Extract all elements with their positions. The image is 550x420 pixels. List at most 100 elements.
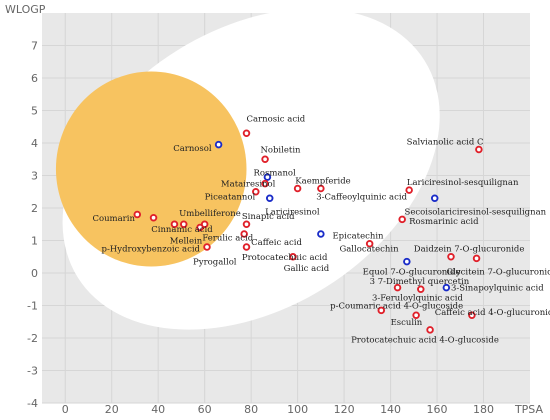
data-point (214, 140, 223, 149)
point-label: Esculin (391, 318, 423, 328)
point-label: Lariciresinol-sesquilignan (407, 178, 519, 188)
x-tick-label: 160 (427, 403, 448, 416)
point-label: 3-Feruloylquinic acid (372, 293, 463, 303)
x-tick-label: 100 (287, 403, 308, 416)
data-point (405, 186, 413, 194)
point-label: Ferulic acid (202, 233, 253, 243)
region-yolk (55, 71, 247, 267)
data-point (289, 252, 297, 261)
y-tick-label: -1 (27, 300, 38, 313)
y-tick-label: 3 (31, 170, 38, 183)
point-labels: Carnosic acid Carnosol Nobiletin Rosmanol Ma… (92, 115, 550, 346)
x-axis-ticks: 0 20 40 60 80 100 120 140 160 180 (62, 403, 494, 416)
data-point (242, 129, 251, 137)
data-point (180, 220, 188, 228)
point-label: Carnosic acid (246, 115, 305, 125)
data-point (149, 213, 158, 222)
y-tick-label: 5 (31, 105, 38, 118)
point-label: Daidzein 7-O-glucuronide (414, 245, 525, 255)
point-label: 3-Caffeoylquinic acid (316, 193, 407, 203)
x-tick-label: 0 (62, 403, 69, 416)
point-label: Gallic acid (284, 264, 330, 274)
x-tick-label: 40 (151, 403, 165, 416)
data-point (261, 179, 269, 188)
data-point (242, 220, 251, 228)
x-tick-label: 80 (244, 403, 258, 416)
point-label: Sinapic acid (242, 212, 295, 222)
data-point (240, 230, 248, 238)
data-point (170, 220, 179, 228)
data-point (412, 311, 420, 320)
y-tick-label: 1 (31, 235, 38, 248)
y-tick-label: 6 (31, 72, 38, 85)
data-point (200, 220, 209, 228)
point-label: 3-Sinapoylquinic acid (451, 284, 544, 294)
x-tick-label: 20 (105, 403, 119, 416)
point-label: Caffeic acid 4-O-glucuronide (435, 308, 550, 318)
y-tick-label: 2 (31, 202, 38, 215)
point-label: Epicatechin (332, 232, 384, 242)
point-label: Pyrogallol (193, 258, 237, 268)
data-point (426, 326, 434, 334)
point-label: Equol 7-O-glucuronide (363, 267, 461, 277)
data-point (442, 283, 451, 292)
point-label: p-Hydroxybenzoic acid (102, 245, 201, 255)
y-tick-label: -4 (27, 397, 38, 410)
data-point (242, 243, 251, 251)
data-point (133, 210, 142, 219)
data-point (472, 254, 481, 263)
y-axis-ticks: -4 -3 -2 -1 0 1 2 3 4 5 6 7 (27, 40, 38, 411)
x-axis-title: TPSA (514, 403, 544, 416)
y-tick-label: 4 (31, 137, 38, 150)
point-label: Piceatannol (205, 193, 256, 203)
data-point (393, 283, 402, 292)
point-label: Secoisolariciresinol-sesquilignan (405, 207, 547, 217)
point-label: Matairesinol (221, 180, 276, 190)
point-label: 3 7-Dimethyl quercetin (370, 277, 470, 287)
y-tick-label: -3 (27, 365, 38, 378)
point-label: Carnosol (173, 144, 212, 154)
point-label: Salvianolic acid C (407, 137, 484, 147)
data-point (252, 187, 260, 196)
data-point (398, 215, 406, 224)
point-label: Coumarin (92, 214, 135, 224)
point-label: Glycitein 7-O-glucuronide (446, 267, 550, 277)
point-label: Nobiletin (260, 146, 301, 156)
data-point (261, 155, 269, 163)
data-point (417, 285, 425, 294)
point-label: Kaempferide (295, 176, 350, 186)
data-point (403, 257, 411, 266)
x-tick-label: 140 (380, 403, 401, 416)
data-point (293, 184, 302, 193)
data-point (265, 194, 274, 202)
data-point (317, 230, 325, 238)
point-label: Cinnamic acid (151, 225, 213, 235)
point-label: Mellein (170, 237, 203, 247)
x-tick-label: 120 (334, 403, 355, 416)
data-point (203, 243, 211, 251)
data-point (475, 145, 483, 154)
y-tick-label: 7 (31, 40, 38, 53)
boiled-egg-regions (55, 8, 440, 330)
point-label: Protocatechuic acid 4-O-glucoside (351, 336, 499, 346)
data-point (317, 184, 325, 193)
y-tick-label: 0 (31, 267, 38, 280)
point-label: Rosmanol (253, 168, 296, 178)
data-point (263, 173, 272, 181)
y-tick-label: -2 (27, 332, 38, 345)
data-point (447, 252, 455, 261)
x-tick-label: 180 (473, 403, 494, 416)
data-point (377, 306, 386, 315)
point-label: Gallocatechin (339, 245, 399, 255)
point-label: Lariciresinol (265, 207, 320, 217)
point-label: Caffeic acid (251, 238, 302, 248)
data-point (468, 311, 476, 320)
point-label: Umbelliferone (179, 209, 241, 219)
point-label: Protocatechuic acid (242, 253, 328, 263)
x-tick-label: 60 (198, 403, 212, 416)
data-point (430, 194, 439, 202)
data-points (133, 129, 483, 334)
y-axis-title: WLOGP (5, 3, 46, 16)
point-label: p-Coumaric acid 4-O-glucoside (330, 302, 463, 312)
